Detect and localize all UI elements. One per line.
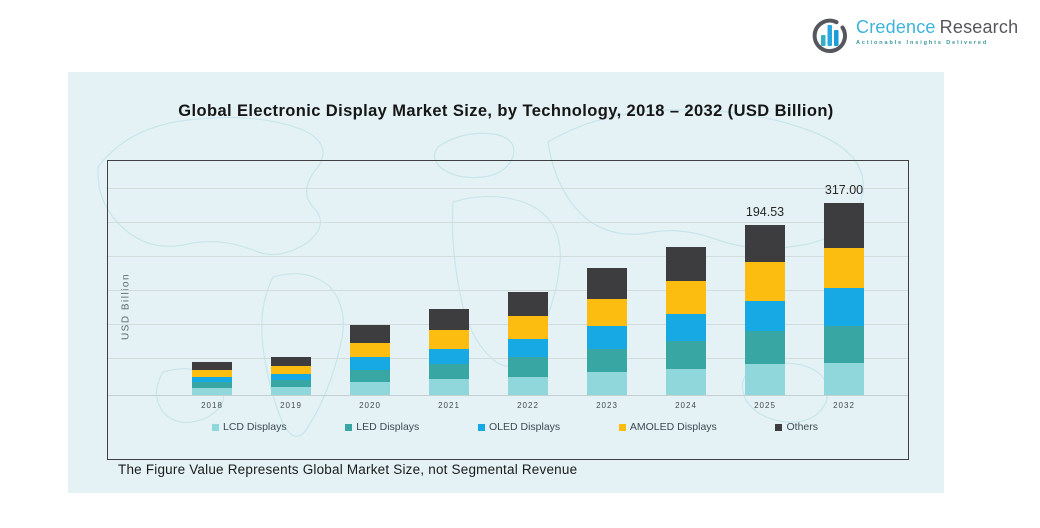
- bar-segment-lcd-displays: [666, 368, 706, 395]
- bar-segment-amoled-displays: [192, 369, 232, 377]
- stacked-bar-2023: [587, 268, 627, 395]
- chart-footnote: The Figure Value Represents Global Marke…: [118, 462, 578, 477]
- gridline: [108, 188, 908, 189]
- bar-segment-others: [745, 225, 785, 262]
- legend-item-oled-displays: OLED Displays: [477, 421, 561, 433]
- legend-label: Others: [786, 421, 818, 433]
- bar-segment-amoled-displays: [429, 330, 469, 349]
- bar-value-label-2025: 194.53: [745, 205, 785, 220]
- bar-segment-others: [666, 246, 706, 282]
- bar-segment-led-displays: [350, 369, 390, 382]
- bar-segment-led-displays: [824, 325, 864, 363]
- bar-segment-led-displays: [271, 380, 311, 388]
- legend-label: LCD Displays: [223, 421, 287, 433]
- chart-title: Global Electronic Display Market Size, b…: [178, 102, 834, 120]
- x-tick-label-2019: 2019: [280, 401, 302, 410]
- x-tick-label-2021: 2021: [438, 401, 460, 410]
- bar-segment-others: [429, 308, 469, 331]
- bar-segment-oled-displays: [745, 301, 785, 332]
- bar-segment-others: [350, 325, 390, 343]
- bar-segment-lcd-displays: [429, 379, 469, 395]
- stacked-bar-2020: [350, 325, 390, 395]
- x-tick-label-2024: 2024: [675, 401, 697, 410]
- x-axis-line: [108, 395, 908, 396]
- bar-segment-led-displays: [429, 363, 469, 380]
- stacked-bar-2025: [745, 225, 785, 395]
- x-tick-label-2032: 2032: [833, 401, 855, 410]
- legend-swatch-icon: [345, 423, 353, 431]
- bar-segment-oled-displays: [508, 339, 548, 358]
- stacked-bar-2021: [429, 308, 469, 395]
- bar-chart-circle-icon: [812, 18, 847, 54]
- bar-value-label-2032: 317.00: [824, 183, 864, 197]
- legend-item-amoled-displays: AMOLED Displays: [618, 421, 717, 433]
- legend-swatch-icon: [618, 423, 626, 431]
- x-tick-label-2023: 2023: [596, 401, 618, 410]
- legend-label: AMOLED Displays: [629, 421, 717, 433]
- stacked-bar-2019: [271, 356, 311, 395]
- bar-segment-oled-displays: [587, 325, 627, 349]
- logo-wordmark: Credence Research: [856, 16, 1018, 38]
- bar-segment-led-displays: [192, 381, 232, 389]
- bar-segment-lcd-displays: [350, 381, 390, 395]
- bar-segment-lcd-displays: [271, 387, 311, 395]
- legend-swatch-icon: [212, 423, 219, 431]
- bar-segment-others: [508, 291, 548, 317]
- bar-segment-lcd-displays: [745, 364, 785, 395]
- legend-label: OLED Displays: [488, 421, 561, 433]
- gridline: [108, 290, 908, 291]
- bar-segment-oled-displays: [271, 374, 311, 381]
- bar-segment-lcd-displays: [192, 388, 232, 395]
- legend-item-lcd-displays: LCD Displays: [212, 421, 287, 433]
- stacked-bar-2024: [666, 246, 706, 395]
- x-tick-label-2022: 2022: [517, 401, 539, 410]
- plot-area: USD Billion 194.53 317.00 2018 2019 2020 202…: [107, 160, 909, 460]
- legend-swatch-icon: [477, 423, 485, 431]
- bar-segment-others: [824, 203, 864, 248]
- chart-panel: Global Electronic Display Market Size, b…: [68, 72, 944, 493]
- bar-segment-led-displays: [508, 357, 548, 377]
- bar-segment-amoled-displays: [350, 342, 390, 358]
- bar-segment-others: [192, 361, 232, 370]
- legend-swatch-icon: [775, 423, 783, 431]
- legend-item-led-displays: LED Displays: [345, 421, 419, 433]
- logo-tagline: Actionable Insights Delivered: [856, 40, 989, 46]
- bar-segment-lcd-displays: [587, 372, 627, 395]
- bar-segment-oled-displays: [192, 376, 232, 382]
- bar-segment-oled-displays: [666, 313, 706, 341]
- bars-area: 194.53 317.00: [108, 161, 908, 395]
- legend-label: LED Displays: [356, 421, 420, 433]
- stacked-bar-2018: [192, 361, 232, 395]
- logo-word-research: Research: [939, 17, 1019, 37]
- bar-segment-amoled-displays: [508, 316, 548, 340]
- bar-segment-oled-displays: [824, 287, 864, 326]
- bar-segment-amoled-displays: [824, 247, 864, 288]
- bar-segment-lcd-displays: [508, 376, 548, 395]
- bar-segment-others: [271, 356, 311, 367]
- x-tick-label-2018: 2018: [201, 401, 223, 410]
- gridline: [108, 256, 908, 257]
- bar-segment-oled-displays: [350, 357, 390, 370]
- x-tick-label-2020: 2020: [359, 401, 381, 410]
- bar-segment-amoled-displays: [271, 366, 311, 375]
- bar-segment-lcd-displays: [824, 362, 864, 395]
- credence-research-logo: Credence Research Actionable Insights Del…: [812, 16, 1022, 60]
- bar-segment-others: [587, 268, 627, 299]
- bar-segment-led-displays: [666, 340, 706, 369]
- stacked-bar-2022: [508, 291, 548, 395]
- bar-segment-amoled-displays: [587, 298, 627, 326]
- x-tick-label-2025: 2025: [754, 401, 776, 410]
- bar-segment-amoled-displays: [745, 261, 785, 302]
- legend-item-others: Others: [775, 421, 818, 433]
- bar-segment-led-displays: [587, 348, 627, 373]
- x-axis-labels: 2018 2019 2020 2021 2022 2023 2024 2025 2032: [108, 401, 908, 413]
- logo-word-credence: Credence: [856, 17, 936, 37]
- legend: LCD Displays LED Displays OLED Displays AMO…: [212, 421, 818, 433]
- bar-segment-oled-displays: [429, 348, 469, 364]
- gridline: [108, 222, 908, 223]
- bar-segment-led-displays: [745, 331, 785, 365]
- stacked-bar-2032: [824, 203, 864, 395]
- bar-segment-amoled-displays: [666, 281, 706, 314]
